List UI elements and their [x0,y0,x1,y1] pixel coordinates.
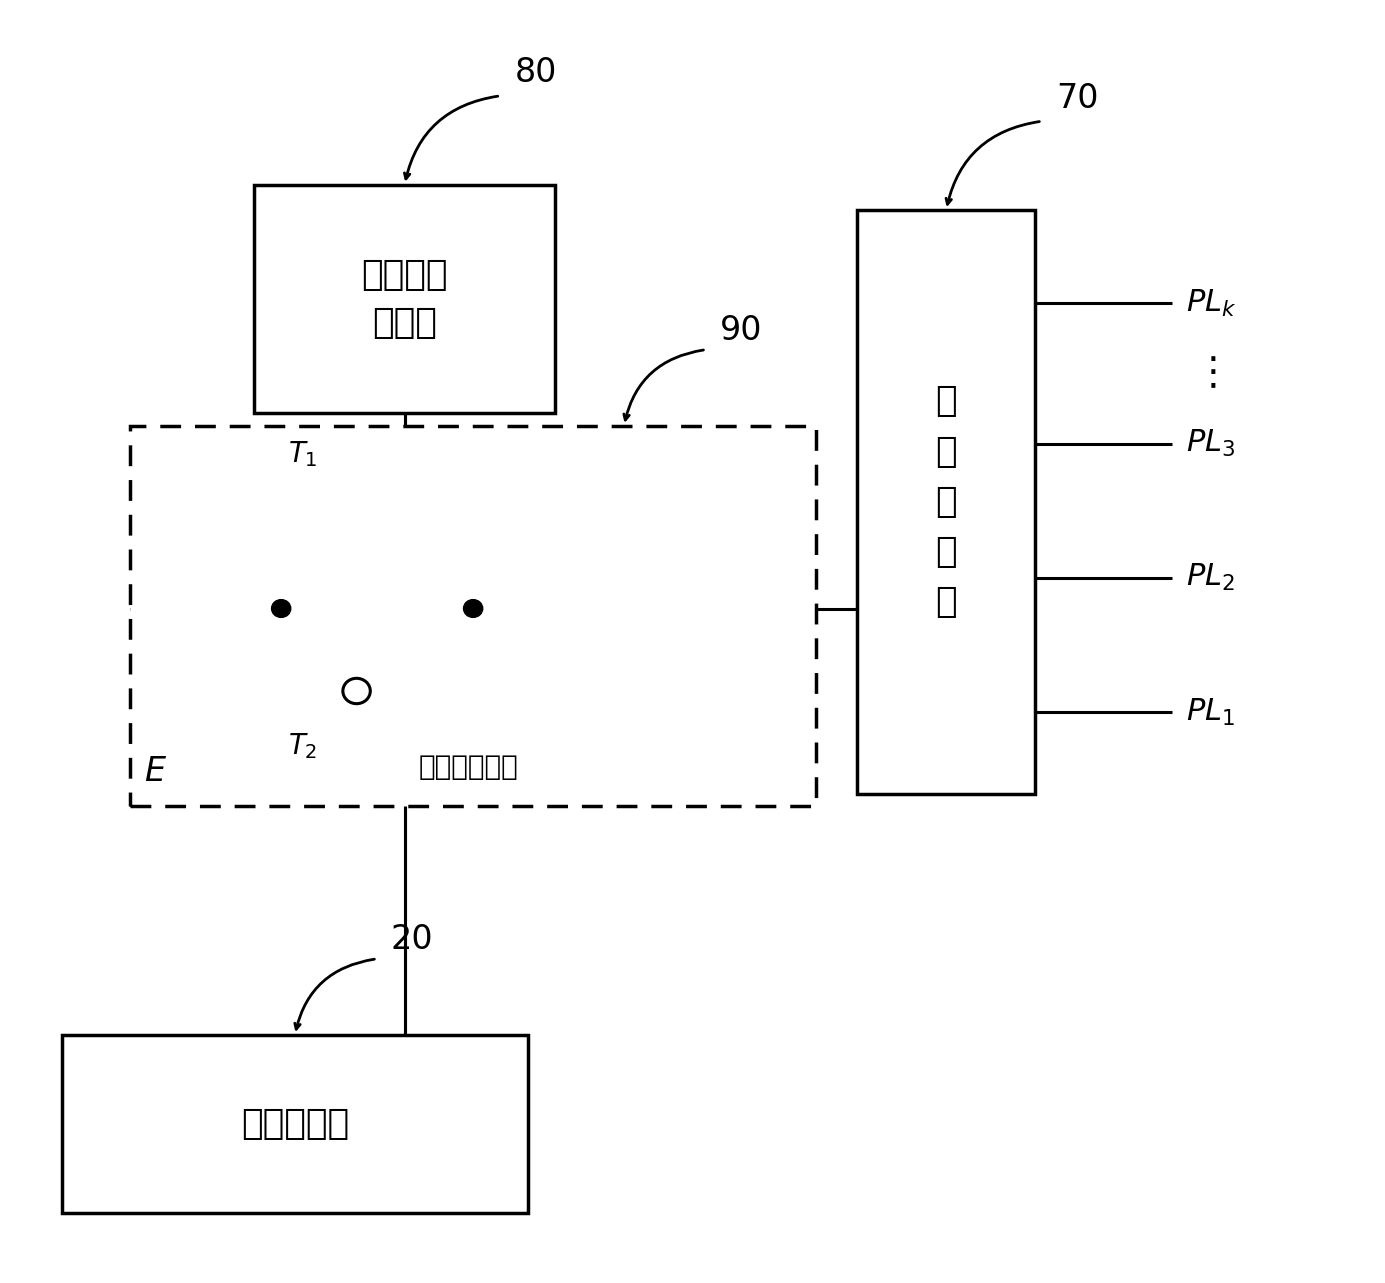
Text: 交流信号
产生器: 交流信号 产生器 [361,258,447,340]
Text: $PL_1$: $PL_1$ [1186,697,1235,727]
Text: $PL_k$: $PL_k$ [1186,287,1237,319]
Text: 70: 70 [1055,82,1098,114]
Text: $T_2$: $T_2$ [288,731,317,761]
Text: $PL_2$: $PL_2$ [1186,562,1235,593]
Text: ⋮: ⋮ [1194,354,1233,393]
Text: 20: 20 [391,924,434,956]
Text: $PL_3$: $PL_3$ [1186,429,1235,459]
Text: 读写脉冲信号: 读写脉冲信号 [418,753,518,781]
Bar [130,426,816,807]
Text: 90: 90 [720,314,762,348]
Circle shape [464,599,483,617]
Text: E: E [144,756,165,788]
Bar [857,210,1035,794]
Text: 存储控制器: 存储控制器 [241,1107,349,1141]
Text: $T_1$: $T_1$ [288,440,317,470]
Bar [62,1035,528,1212]
Bar [253,185,555,413]
Text: 板
线
解
码
器: 板 线 解 码 器 [935,385,957,620]
Text: 80: 80 [514,56,557,90]
Circle shape [271,599,291,617]
